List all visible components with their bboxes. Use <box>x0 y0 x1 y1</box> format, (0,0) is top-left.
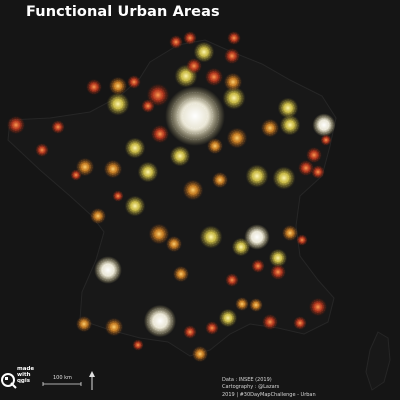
urban-area-glow <box>183 325 197 339</box>
urban-area-glow <box>104 160 122 178</box>
urban-area-glow <box>186 58 202 74</box>
urban-area-glow <box>225 273 239 287</box>
urban-area-glow <box>90 208 106 224</box>
corsica-outline <box>366 332 390 390</box>
urban-area-glow <box>219 309 237 327</box>
logo-text: made with qgis <box>17 366 34 384</box>
urban-area-glow <box>313 114 336 137</box>
credit-challenge: 2019 | #30DayMapChallenge - Urban <box>222 392 316 399</box>
urban-area-glow <box>51 120 65 134</box>
urban-area-glow <box>205 321 219 335</box>
urban-area-glow <box>169 35 183 49</box>
urban-area-glow <box>311 165 325 179</box>
urban-area-glow <box>7 116 25 134</box>
urban-area-glow <box>224 73 242 91</box>
urban-area-glow <box>70 169 82 181</box>
urban-area-glow <box>125 196 146 217</box>
urban-area-glow <box>132 339 144 351</box>
urban-area-glow <box>112 190 124 202</box>
urban-area-glow <box>309 298 327 316</box>
urban-area-glow <box>165 86 225 146</box>
urban-area-glow <box>141 99 155 113</box>
scale-bar-label: 100 km <box>53 375 72 381</box>
urban-area-glow <box>249 298 263 312</box>
urban-area-glow <box>86 79 102 95</box>
urban-area-glow <box>280 115 301 136</box>
credit-data-source: Data : INSEE (2019) <box>222 377 316 384</box>
urban-area-glow <box>224 48 240 64</box>
urban-area-glow <box>207 138 223 154</box>
urban-area-glow <box>200 226 223 249</box>
urban-area-glow <box>125 138 146 159</box>
north-arrow-icon <box>89 371 95 390</box>
map-title: Functional Urban Areas <box>26 4 220 20</box>
urban-area-glow <box>270 264 286 280</box>
urban-area-glow <box>282 225 298 241</box>
urban-area-glow <box>273 167 296 190</box>
urban-area-glow <box>35 143 49 157</box>
urban-area-glow <box>170 146 191 167</box>
urban-area-glow <box>127 75 141 89</box>
urban-area-glow <box>76 316 92 332</box>
logo-qgis: qgis <box>17 378 34 384</box>
made-with-qgis-logo: made with qgis <box>0 366 40 392</box>
urban-area-glow <box>107 93 130 116</box>
urban-area-glow <box>262 314 278 330</box>
urban-area-glow <box>183 31 197 45</box>
urban-area-glow <box>173 266 189 282</box>
urban-area-glow <box>232 238 250 256</box>
urban-area-glow <box>183 180 204 201</box>
urban-area-glow <box>212 172 228 188</box>
urban-area-glow <box>320 134 332 146</box>
urban-area-glow <box>149 224 170 245</box>
urban-area-glow <box>261 119 279 137</box>
urban-area-glow <box>166 236 182 252</box>
urban-area-glow <box>235 297 249 311</box>
urban-area-glow <box>205 68 223 86</box>
urban-area-glow <box>144 305 176 337</box>
urban-area-glow <box>151 125 169 143</box>
urban-area-glow <box>227 31 241 45</box>
urban-area-glow <box>293 316 307 330</box>
urban-area-glow <box>138 162 159 183</box>
urban-area-glow <box>94 256 122 284</box>
credit-cartography: Cartography : @Lazars <box>222 384 316 391</box>
urban-area-glow <box>192 346 208 362</box>
scale-bar-icon <box>43 382 81 386</box>
map-credits: Data : INSEE (2019) Cartography : @Lazar… <box>222 377 316 399</box>
france-outline <box>8 40 336 356</box>
urban-area-glow <box>227 128 248 149</box>
urban-area-glow <box>246 165 269 188</box>
urban-area-glow <box>296 234 308 246</box>
urban-area-glow <box>109 77 127 95</box>
urban-area-glow <box>105 318 123 336</box>
urban-area-glow <box>251 259 265 273</box>
